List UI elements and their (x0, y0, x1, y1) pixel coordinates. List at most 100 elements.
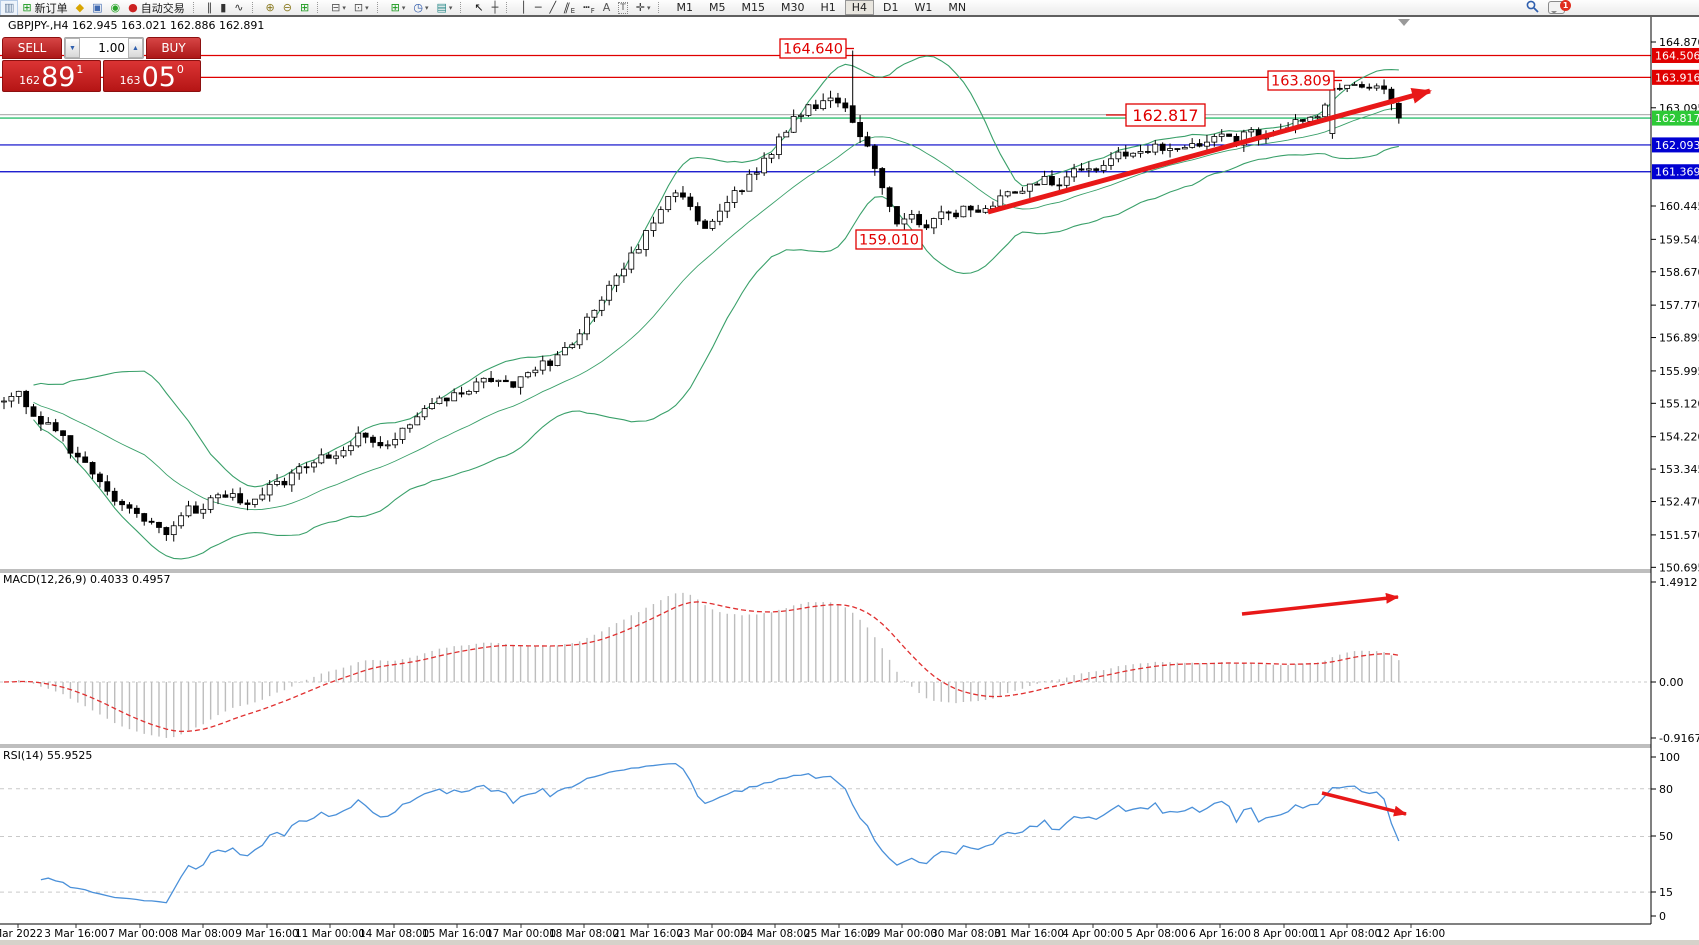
arrows-tool-icon[interactable]: ✛ ▾ (635, 0, 651, 14)
svg-text:23 Mar 00:00: 23 Mar 00:00 (677, 928, 747, 940)
svg-text:0.00: 0.00 (1659, 676, 1684, 689)
crosshair-icon[interactable]: ┼ (491, 0, 499, 14)
svg-text:3 Mar 16:00: 3 Mar 16:00 (44, 928, 107, 940)
svg-text:160.445: 160.445 (1659, 200, 1699, 213)
toolbar-separator (658, 2, 665, 13)
svg-text:163.809: 163.809 (1271, 74, 1331, 90)
timeframe-w1[interactable]: W1 (914, 1, 933, 14)
horizontal-line-icon[interactable]: ─ (534, 0, 542, 14)
svg-text:18 Mar 08:00: 18 Mar 08:00 (549, 928, 619, 940)
horizontal-level-lines (0, 54, 1651, 173)
candlestick-chart-icon[interactable]: ▮ (220, 0, 227, 14)
sell-price-small: 162 (19, 74, 41, 87)
svg-text:8 Apr 00:00: 8 Apr 00:00 (1253, 928, 1315, 940)
svg-text:25 Mar 16:00: 25 Mar 16:00 (804, 928, 874, 940)
rsi-line (40, 762, 1400, 904)
svg-text:15 Mar 16:00: 15 Mar 16:00 (422, 928, 492, 940)
svg-text:15: 15 (1659, 886, 1673, 899)
equidistant-channel-icon[interactable]: ∥ E (562, 0, 576, 15)
fibonacci-icon[interactable]: ┅ F (583, 0, 595, 15)
svg-text:153.345: 153.345 (1659, 463, 1699, 476)
svg-text:1.4912: 1.4912 (1659, 576, 1698, 589)
cursor-icon[interactable]: ↖ (474, 0, 484, 14)
svg-text:164.506: 164.506 (1655, 49, 1699, 62)
search-icon[interactable] (1526, 0, 1539, 17)
svg-text:50: 50 (1659, 830, 1673, 843)
community-icon[interactable]: ▣ (92, 0, 103, 14)
timeframe-h1[interactable]: H1 (820, 1, 836, 14)
sell-button[interactable]: SELL (2, 37, 62, 59)
toolbar-right-group: 1 (1526, 0, 1571, 17)
timeframe-mn[interactable]: MN (948, 1, 967, 14)
zoom-in-icon[interactable]: ⊕ (265, 0, 275, 14)
svg-text:155.995: 155.995 (1659, 365, 1699, 378)
volume-stepper[interactable]: ▼ ▲ (64, 37, 144, 59)
svg-text:152.470: 152.470 (1659, 496, 1699, 509)
period-icon[interactable]: ◷ ▾ (413, 0, 429, 14)
volume-decrease-button[interactable]: ▼ (65, 38, 80, 58)
timeframe-m5[interactable]: M5 (708, 1, 726, 14)
indicator-labels: MACD(12,26,9) 0.4033 0.4957 RSI(14) 55.95… (3, 573, 171, 762)
volume-increase-button[interactable]: ▲ (128, 38, 143, 58)
svg-text:11 Apr 08:00: 11 Apr 08:00 (1313, 928, 1381, 940)
sell-price[interactable]: 162 89 1 (2, 60, 101, 92)
toolbar-separator (192, 2, 200, 13)
volume-input[interactable] (80, 38, 128, 58)
timeframe-h4[interactable]: H4 (844, 0, 875, 15)
sell-price-big: 89 (41, 62, 76, 93)
autotrading-button[interactable]: ● 自动交易 (128, 0, 185, 15)
timeframe-m1[interactable]: M1 (676, 1, 693, 14)
signals-icon[interactable]: ◉ (110, 0, 121, 14)
buy-price-pip: 0 (176, 63, 184, 76)
svg-text:30 Mar 08:00: 30 Mar 08:00 (931, 928, 1001, 940)
buy-price[interactable]: 163 05 0 (102, 60, 201, 92)
zoom-out-icon[interactable]: ⊖ (282, 0, 292, 14)
svg-text:80: 80 (1659, 783, 1673, 796)
macd-histogram (10, 592, 1400, 738)
dumper-icon[interactable]: ◆ (75, 0, 85, 14)
bollinger-bands (33, 55, 1399, 560)
template-icon[interactable]: ▤ ▾ (436, 0, 453, 14)
toolbar-separator (317, 2, 324, 13)
new-chart-icon[interactable]: ⊟ ▾ (331, 0, 346, 14)
svg-text:12 Apr 16:00: 12 Apr 16:00 (1377, 928, 1445, 940)
svg-text:155.120: 155.120 (1659, 397, 1699, 410)
timeframe-d1[interactable]: D1 (883, 1, 899, 14)
svg-text:11 Mar 00:00: 11 Mar 00:00 (295, 928, 365, 940)
window-icon[interactable]: ▥ (0, 0, 19, 15)
toolbar-separator (506, 2, 513, 13)
svg-text:158.670: 158.670 (1659, 266, 1699, 279)
vertical-line-icon[interactable]: │ (520, 0, 527, 14)
chat-icon[interactable]: 1 (1548, 0, 1571, 14)
svg-text:6 Apr 16:00: 6 Apr 16:00 (1189, 928, 1251, 940)
trendline-icon[interactable]: ╱ (549, 0, 557, 14)
price-axis: 164.870163.095160.445159.545158.670157.7… (1651, 36, 1699, 923)
text-label-icon[interactable]: T (618, 1, 628, 14)
svg-text:14 Mar 08:00: 14 Mar 08:00 (359, 928, 429, 940)
line-chart-icon[interactable]: ∿ (234, 0, 244, 14)
svg-text:-0.9167: -0.9167 (1659, 732, 1699, 745)
text-icon[interactable]: A (602, 0, 611, 14)
buy-price-small: 163 (119, 74, 141, 87)
svg-text:21 Mar 16:00: 21 Mar 16:00 (613, 928, 683, 940)
chart-symbol-ohlc: GBPJPY-,H4 162.945 163.021 162.886 162.8… (8, 19, 265, 32)
buy-button[interactable]: BUY (146, 37, 201, 59)
svg-text:150.695: 150.695 (1659, 561, 1699, 574)
toolbar-separator (251, 2, 259, 13)
profiles-icon[interactable]: ⊡ ▾ (353, 0, 369, 14)
add-indicator-icon[interactable]: ⊞ ▾ (390, 0, 406, 14)
svg-text:7 Mar 00:00: 7 Mar 00:00 (108, 928, 171, 940)
timeframe-m30[interactable]: M30 (780, 1, 805, 14)
timeframe-m15[interactable]: M15 (741, 1, 765, 14)
svg-text:159.545: 159.545 (1659, 233, 1699, 246)
new-order-button[interactable]: ⊞ 新订单 (22, 0, 68, 15)
bar-chart-icon[interactable]: ∥ (206, 0, 213, 14)
svg-text:4 Apr 00:00: 4 Apr 00:00 (1062, 928, 1124, 940)
tile-windows-icon[interactable]: ⊞ (299, 0, 310, 14)
svg-text:162.817: 162.817 (1655, 112, 1699, 125)
svg-text:162.817: 162.817 (1132, 106, 1198, 125)
svg-text:MACD(12,26,9) 0.4033 0.4957: MACD(12,26,9) 0.4033 0.4957 (3, 573, 171, 586)
toolbar-separator (376, 2, 384, 13)
